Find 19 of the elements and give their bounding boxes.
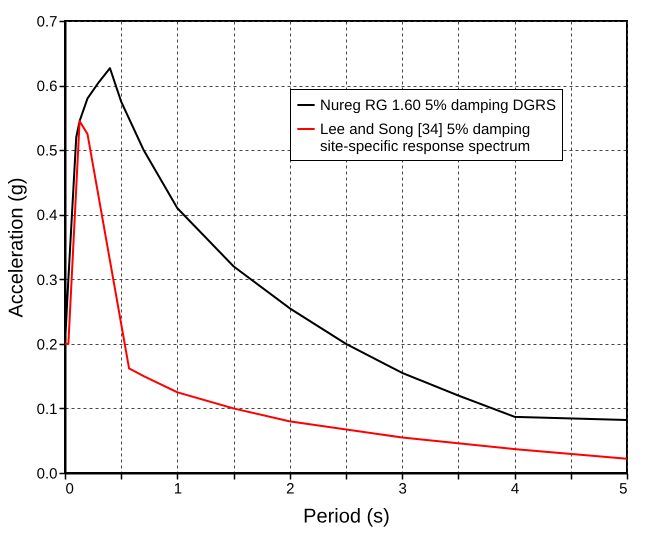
x-tick-label: 2 [286, 480, 294, 498]
x-tick-label: 0 [66, 480, 74, 498]
line-series [64, 120, 628, 460]
y-tick-label: 0.1 [36, 400, 58, 418]
x-tick-label: 3 [398, 480, 407, 498]
y-tick-label: 0.0 [36, 466, 58, 482]
x-axis-title: Period (s) [303, 506, 390, 528]
y-tick-label: 0.4 [36, 207, 58, 224]
x-tick-label: 4 [510, 480, 520, 498]
legend-label: Lee and Song [34] 5% damping site-specific response spectrum [320, 121, 530, 155]
legend-label: Nureg RG 1.60 5% damping DGRS [320, 97, 556, 114]
y-tick-label: 0.5 [36, 142, 58, 160]
x-tick-label: 1 [174, 480, 182, 498]
y-axis-title: Acceleration (g) [6, 177, 28, 318]
y-tick-label: 0.2 [36, 336, 58, 354]
y-tick-label: 0.6 [36, 78, 58, 96]
y-tick-label: 0.7 [36, 14, 58, 30]
x-tick-label: 5 [619, 480, 628, 498]
y-tick-label: 0.3 [36, 272, 58, 289]
